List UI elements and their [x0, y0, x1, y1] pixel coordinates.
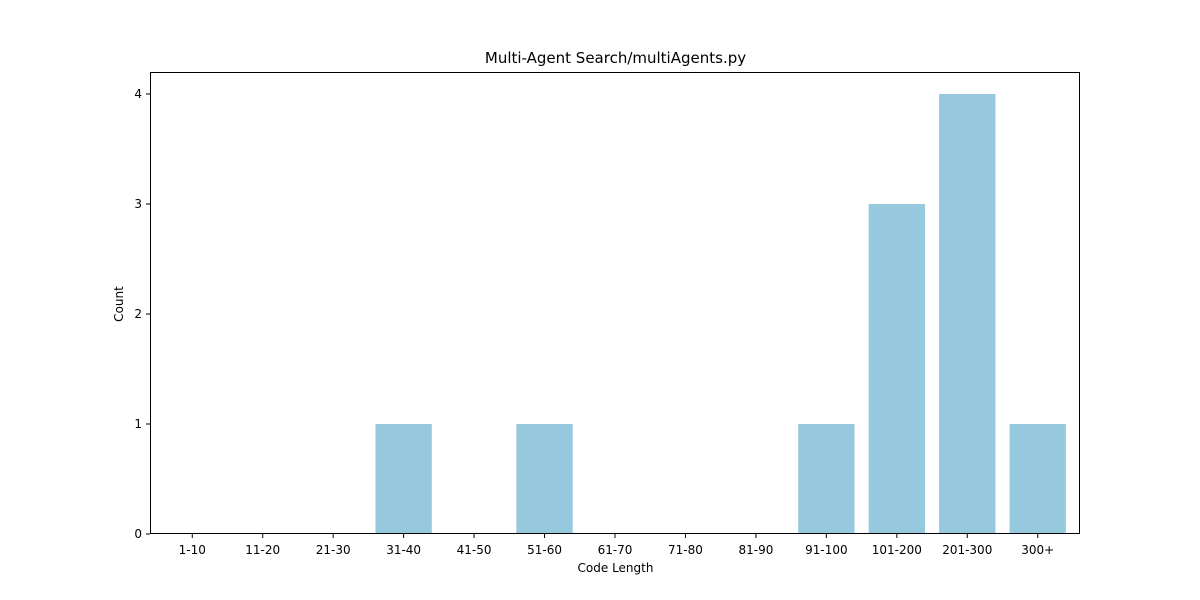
bars-group — [375, 94, 1066, 534]
bar-91-100 — [798, 424, 855, 534]
y-tick-label: 4 — [134, 87, 142, 101]
chart-title: Multi-Agent Search/multiAgents.py — [485, 49, 746, 67]
x-axis-label: Code Length — [578, 561, 654, 575]
bar-31-40 — [375, 424, 432, 534]
bar-51-60 — [516, 424, 573, 534]
x-tick-label: 81-90 — [738, 543, 773, 557]
x-tick-label: 11-20 — [245, 543, 280, 557]
x-tick-label: 201-300 — [942, 543, 992, 557]
bar-101-200 — [868, 204, 925, 534]
x-tick-label: 21-30 — [316, 543, 351, 557]
bar-201-300 — [939, 94, 996, 534]
x-axis: 1-10 11-20 21-30 31-40 41-50 51-60 61-70 71-80 8… — [179, 534, 1054, 557]
bar-300+ — [1009, 424, 1066, 534]
x-tick-label: 41-50 — [457, 543, 492, 557]
x-tick-label: 1-10 — [179, 543, 206, 557]
x-tick-label: 61-70 — [598, 543, 633, 557]
x-tick-label: 300+ — [1021, 543, 1054, 557]
x-tick-label: 91-100 — [805, 543, 848, 557]
y-axis: 0 1 2 3 4 — [134, 87, 150, 541]
y-tick-label: 1 — [134, 417, 142, 431]
x-tick-label: 31-40 — [386, 543, 421, 557]
x-tick-label: 51-60 — [527, 543, 562, 557]
y-axis-label: Count — [112, 286, 126, 322]
y-tick-label: 2 — [134, 307, 142, 321]
x-tick-label: 101-200 — [872, 543, 922, 557]
x-tick-label: 71-80 — [668, 543, 703, 557]
plot-frame — [150, 72, 1080, 534]
y-tick-label: 0 — [134, 527, 142, 541]
y-tick-label: 3 — [134, 197, 142, 211]
